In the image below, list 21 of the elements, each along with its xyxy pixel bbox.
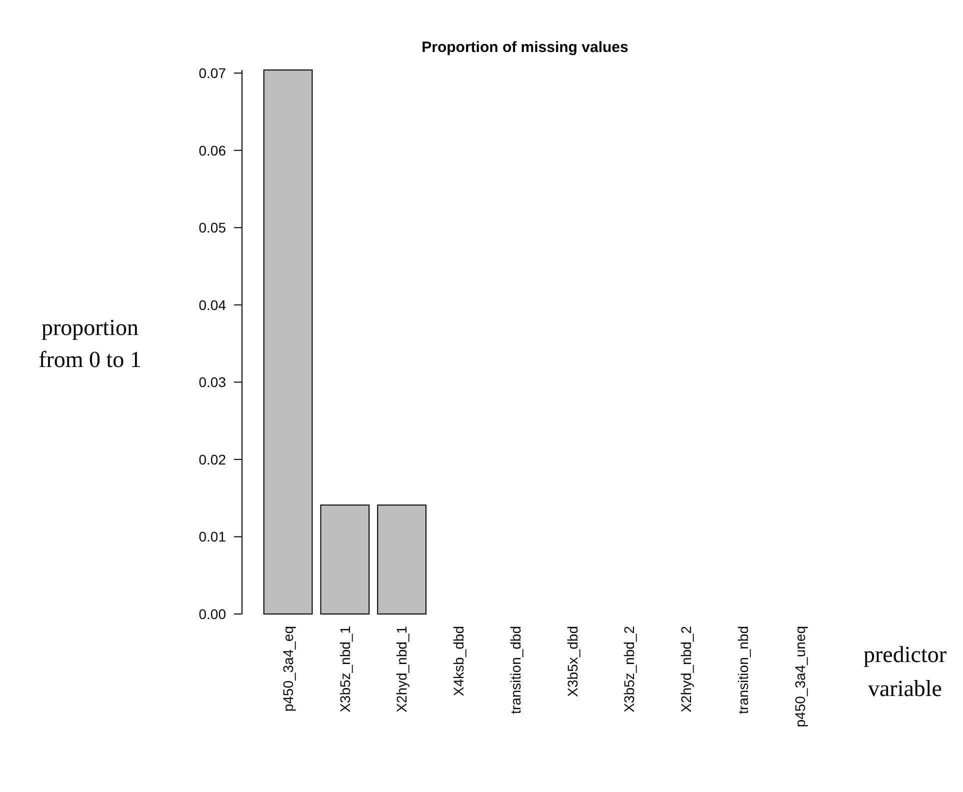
y-tick-label: 0.06: [198, 142, 226, 158]
x-axis-title: predictor variable: [863, 642, 947, 701]
x-tick-label: p450_3a4_uneq: [792, 626, 808, 728]
x-tick-label: X2hyd_nbd_2: [678, 626, 694, 712]
x-tick-label: X3b5x_dbd: [564, 626, 580, 697]
y-tick-label: 0.05: [198, 220, 226, 236]
y-tick-label: 0.00: [198, 606, 226, 622]
y-tick-label: 0.02: [198, 451, 226, 468]
x-tick-label: transition_nbd: [734, 626, 751, 714]
y-tick-label: 0.03: [198, 374, 226, 390]
y-tick-label: 0.04: [198, 296, 226, 313]
x-tick-label: p450_3a4_eq: [280, 626, 296, 712]
x-tick-label: X3b5z_nbd_2: [621, 626, 638, 712]
y-tick-label: 0.01: [198, 528, 226, 545]
y-axis-title: proportion from 0 to 1: [38, 315, 142, 372]
x-tick-label: transition_dbd: [507, 626, 524, 714]
x-tick-label: X2hyd_nbd_1: [394, 626, 410, 712]
x-tick-label: X4ksb_dbd: [450, 626, 467, 696]
x-tick-label: X3b5z_nbd_1: [336, 626, 353, 712]
y-tick-label: 0.07: [198, 64, 226, 81]
chart-title: Proportion of missing values: [422, 39, 628, 56]
